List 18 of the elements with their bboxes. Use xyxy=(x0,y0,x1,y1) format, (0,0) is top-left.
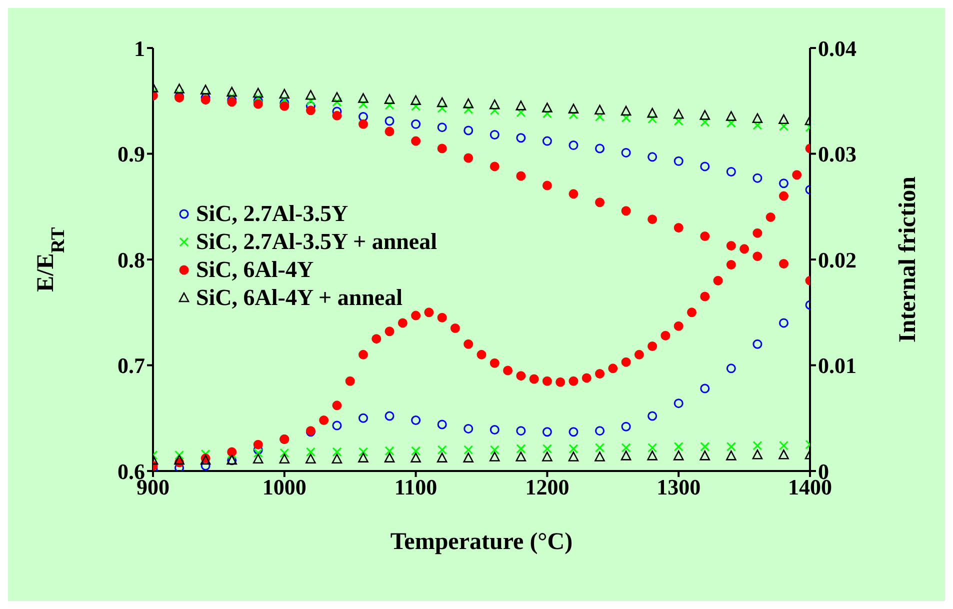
x-axis-title: Temperature (°C) xyxy=(390,529,573,555)
legend-label: SiC, 2.7Al-3.5Y + anneal xyxy=(196,228,437,256)
legend-label: SiC, 6Al-4Y + anneal xyxy=(196,284,402,312)
x-tick-label: 1000 xyxy=(262,474,306,500)
y-tick-label: 1 xyxy=(134,36,145,61)
x-tick-label: 1100 xyxy=(394,474,438,500)
y2-axis-title: Internal friction xyxy=(895,176,921,342)
y-tick-label: 0.7 xyxy=(118,353,145,378)
x-tick-label: 1200 xyxy=(525,474,570,500)
x-tick-label: 1300 xyxy=(656,474,701,500)
y-tick-label: 0.8 xyxy=(118,247,145,272)
legend-label: SiC, 6Al-4Y xyxy=(196,256,314,284)
y2-tick-label: 0.02 xyxy=(818,247,856,272)
y2-tick-label: 0.01 xyxy=(818,353,856,378)
legend-label: SiC, 2.7Al-3.5Y xyxy=(196,200,348,228)
y2-tick-label: 0.04 xyxy=(818,36,856,61)
y-tick-label: 0.9 xyxy=(118,142,145,167)
y2-tick-label: 0.03 xyxy=(818,142,856,167)
